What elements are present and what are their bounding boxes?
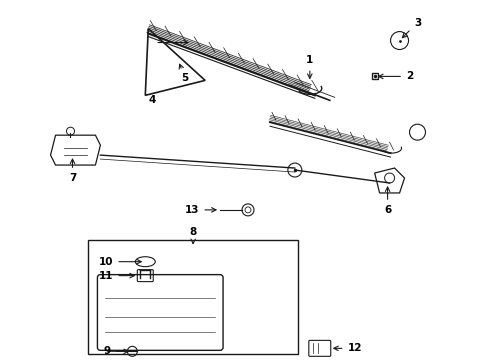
Bar: [89, 240, 298, 354]
Text: 2: 2: [379, 71, 413, 81]
Text: 10: 10: [99, 257, 141, 267]
Text: 7: 7: [69, 159, 76, 183]
Text: 5: 5: [179, 64, 189, 84]
Text: 6: 6: [384, 187, 391, 215]
Text: 1: 1: [306, 55, 314, 78]
Text: 9: 9: [104, 346, 128, 356]
Text: 3: 3: [402, 18, 421, 38]
Text: 4: 4: [148, 95, 156, 105]
Text: 13: 13: [185, 205, 216, 215]
Text: 12: 12: [334, 343, 362, 354]
Text: 11: 11: [99, 271, 134, 281]
Text: 8: 8: [190, 227, 197, 243]
